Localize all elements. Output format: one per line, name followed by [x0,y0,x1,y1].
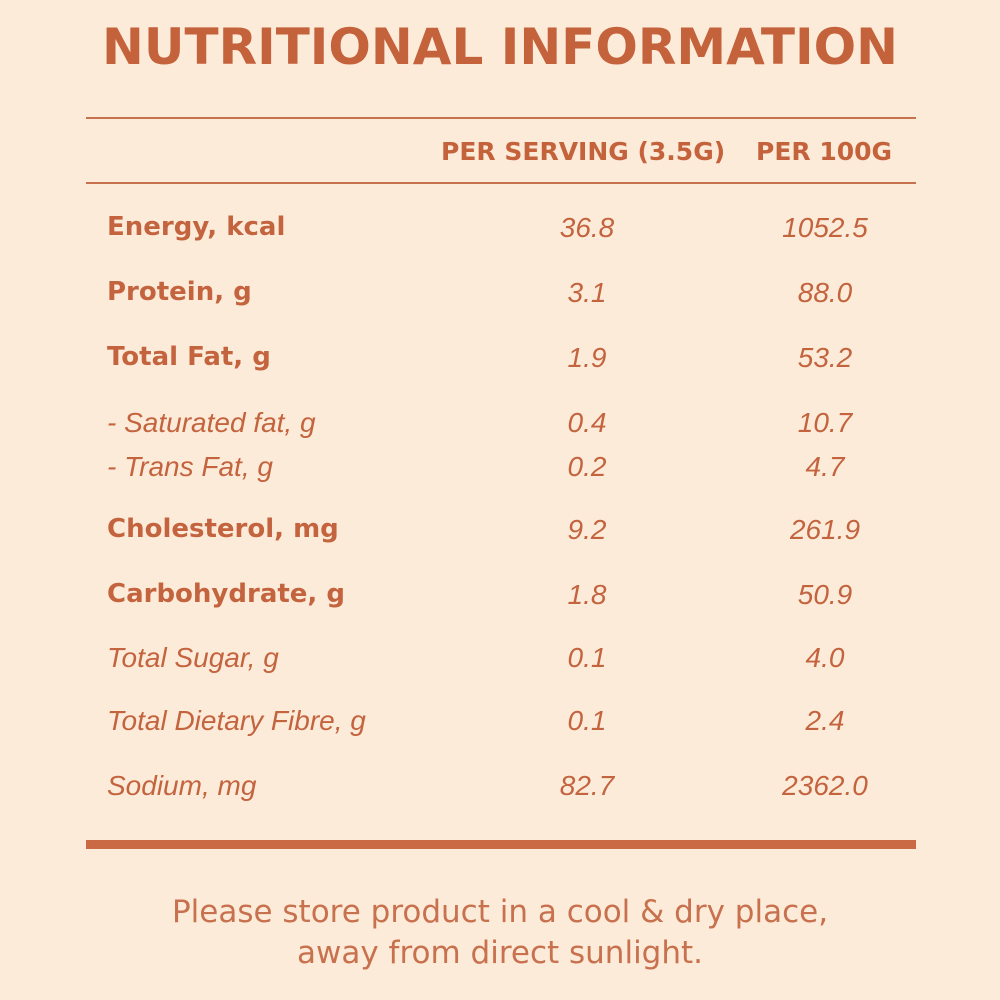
row-label: - Saturated fat, g [107,407,316,438]
table-row-carbohydrate: Carbohydrate, g 1.8 50.9 [0,579,1000,619]
table-row-sodium: Sodium, mg 82.7 2362.0 [0,770,1000,810]
row-label: Total Fat, g [107,342,271,372]
per-100g-value: 2362.0 [782,770,868,801]
per-100g-value: 2.4 [805,705,845,736]
table-row-total-sugar: Total Sugar, g 0.1 4.0 [0,642,1000,682]
per-serving-value: 0.4 [567,407,607,438]
table-row-energy: Energy, kcal 36.8 1052.5 [0,212,1000,252]
header-top-divider [86,117,916,119]
table-row-cholesterol: Cholesterol, mg 9.2 261.9 [0,514,1000,554]
table-row-trans-fat: - Trans Fat, g 0.2 4.7 [0,451,1000,491]
per-serving-value: 9.2 [567,514,607,545]
table-row-protein: Protein, g 3.1 88.0 [0,277,1000,317]
per-serving-value: 0.1 [567,642,607,673]
row-label: Total Dietary Fibre, g [107,705,366,736]
per-100g-value: 4.0 [805,642,845,673]
column-header-per-serving: PER SERVING (3.5G) [441,137,726,166]
page-title: NUTRITIONAL INFORMATION [102,18,898,76]
table-bottom-divider [86,840,916,849]
per-serving-value: 82.7 [559,770,615,801]
table-row-total-fat: Total Fat, g 1.9 53.2 [0,342,1000,382]
per-serving-value: 36.8 [559,212,615,243]
per-100g-value: 88.0 [797,277,853,308]
per-serving-value: 1.8 [567,579,607,610]
row-label: Carbohydrate, g [107,579,345,609]
per-serving-value: 0.1 [567,705,607,736]
storage-note: Please store product in a cool & dry pla… [0,892,1000,974]
row-label: Protein, g [107,277,252,307]
row-label: Sodium, mg [107,770,257,801]
header-bottom-divider [86,182,916,184]
per-100g-value: 50.9 [797,579,853,610]
per-100g-value: 10.7 [797,407,853,438]
row-label: Energy, kcal [107,212,286,242]
per-100g-value: 1052.5 [782,212,868,243]
storage-note-line-2: away from direct sunlight. [296,935,704,971]
row-label: Cholesterol, mg [107,514,339,544]
per-serving-value: 1.9 [567,342,607,373]
per-serving-value: 0.2 [567,451,607,482]
per-100g-value: 4.7 [805,451,845,482]
row-label: Total Sugar, g [107,642,279,673]
table-row-saturated-fat: - Saturated fat, g 0.4 10.7 [0,407,1000,447]
per-100g-value: 261.9 [789,514,861,545]
per-100g-value: 53.2 [797,342,853,373]
table-row-dietary-fibre: Total Dietary Fibre, g 0.1 2.4 [0,705,1000,745]
per-serving-value: 3.1 [567,277,607,308]
row-label: - Trans Fat, g [107,451,273,482]
storage-note-line-1: Please store product in a cool & dry pla… [171,894,829,930]
column-header-per-100g: PER 100G [756,137,893,166]
